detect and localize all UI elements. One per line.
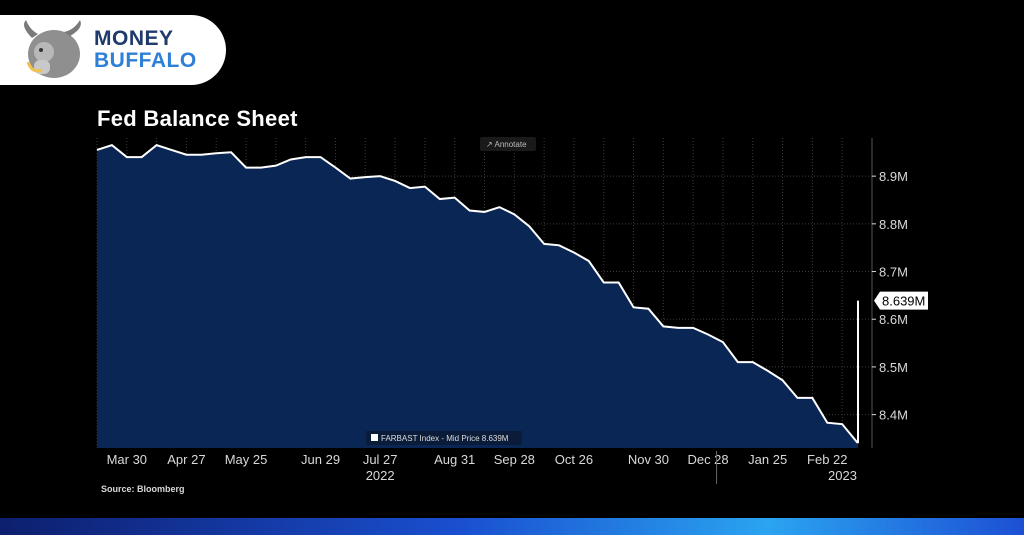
y-tick-label: 8.8M xyxy=(879,217,908,232)
logo-text-money: MONEY xyxy=(94,27,174,50)
x-tick-label: Jun 29 xyxy=(301,452,340,467)
x-axis: Mar 30 Apr 27 May 25 Jun 29 Jul 27 Aug 31 Sep … xyxy=(107,451,857,484)
legend-label: FARBAST Index - Mid Price 8.639M xyxy=(381,434,509,443)
x-tick-label: May 25 xyxy=(225,452,268,467)
legend-swatch xyxy=(371,434,378,441)
x-tick-label: Jan 25 xyxy=(748,452,787,467)
legend-bg xyxy=(366,431,522,445)
logo-text-buffalo: BUFFALO xyxy=(94,49,197,72)
chart-title: Fed Balance Sheet xyxy=(97,106,298,131)
y-tick-label: 8.6M xyxy=(879,312,908,327)
area-series xyxy=(96,144,859,448)
money-buffalo-logo: MONEY BUFFALO xyxy=(0,15,226,85)
series-line xyxy=(96,144,859,444)
y-axis: 8.4M 8.5M 8.6M 8.7M 8.8M 8.9M xyxy=(871,138,908,448)
last-value-badge xyxy=(874,291,928,310)
y-tick-label: 8.9M xyxy=(879,169,908,184)
year-label: 2023 xyxy=(828,468,857,483)
annotate-label: ↗ Annotate xyxy=(486,140,527,149)
y-tick-label: 8.7M xyxy=(879,265,908,280)
logo-wordmark: MONEY BUFFALO xyxy=(94,28,197,72)
x-tick-label: Feb 22 xyxy=(807,452,847,467)
x-tick-label: Apr 27 xyxy=(167,452,205,467)
annotations: 8.639M ↗ Annotate FARBAST Index - Mid Pric… xyxy=(366,137,928,445)
x-tick-label: Sep 28 xyxy=(494,452,535,467)
x-tick-label: Mar 30 xyxy=(107,452,147,467)
x-tick-label: Dec 28 xyxy=(687,452,728,467)
source-label: Source: Bloomberg xyxy=(101,484,185,494)
x-tick-label: Nov 30 xyxy=(628,452,669,467)
buffalo-icon xyxy=(24,20,81,78)
x-tick-label: Aug 31 xyxy=(434,452,475,467)
annotate-button-bg xyxy=(480,137,536,151)
x-tick-label: Jul 27 xyxy=(363,452,398,467)
x-tick-label: Oct 26 xyxy=(555,452,593,467)
area-fill xyxy=(97,145,858,448)
y-tick-label: 8.4M xyxy=(879,408,908,423)
bottom-gradient-bar xyxy=(0,518,1024,535)
year-label: 2022 xyxy=(366,468,395,483)
y-tick-label: 8.5M xyxy=(879,360,908,375)
last-value-label: 8.639M xyxy=(882,294,925,309)
